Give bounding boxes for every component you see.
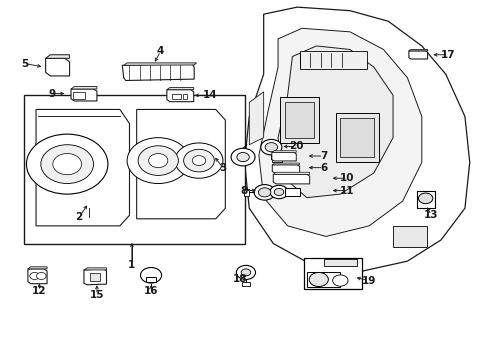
Bar xyxy=(183,94,187,99)
Circle shape xyxy=(236,265,255,279)
Polygon shape xyxy=(71,86,97,89)
Text: 2: 2 xyxy=(75,212,82,222)
Text: 16: 16 xyxy=(143,286,158,296)
Text: 9: 9 xyxy=(48,89,55,99)
Polygon shape xyxy=(28,267,47,269)
Polygon shape xyxy=(166,90,193,102)
Circle shape xyxy=(264,143,277,152)
Circle shape xyxy=(53,153,81,175)
Circle shape xyxy=(418,193,432,204)
Polygon shape xyxy=(84,269,106,285)
Polygon shape xyxy=(45,55,69,58)
Text: 15: 15 xyxy=(89,290,104,300)
Text: 11: 11 xyxy=(340,186,354,195)
Polygon shape xyxy=(137,109,225,219)
Bar xyxy=(272,157,281,162)
Circle shape xyxy=(183,149,214,172)
Text: 6: 6 xyxy=(319,163,326,173)
Circle shape xyxy=(41,145,93,184)
Polygon shape xyxy=(123,63,196,66)
Polygon shape xyxy=(271,153,296,161)
Text: 20: 20 xyxy=(288,141,303,152)
Polygon shape xyxy=(273,174,309,184)
Circle shape xyxy=(148,153,167,168)
Text: 18: 18 xyxy=(232,274,246,284)
Bar xyxy=(172,94,181,99)
Circle shape xyxy=(332,275,347,286)
Circle shape xyxy=(241,269,250,276)
Bar xyxy=(24,95,244,243)
Circle shape xyxy=(269,185,287,199)
Text: 10: 10 xyxy=(340,173,354,183)
Polygon shape xyxy=(244,7,469,272)
Bar xyxy=(284,188,300,196)
Polygon shape xyxy=(45,58,69,76)
Circle shape xyxy=(127,138,189,184)
Circle shape xyxy=(175,143,223,178)
Polygon shape xyxy=(273,172,309,174)
Bar xyxy=(340,118,373,157)
Circle shape xyxy=(26,134,108,194)
Polygon shape xyxy=(408,49,427,51)
Bar xyxy=(304,258,361,289)
Bar xyxy=(243,189,249,196)
Polygon shape xyxy=(408,51,427,59)
Circle shape xyxy=(37,273,46,279)
Bar xyxy=(306,273,340,287)
Text: 3: 3 xyxy=(219,163,226,173)
Circle shape xyxy=(231,148,255,166)
Circle shape xyxy=(138,146,178,175)
Circle shape xyxy=(274,189,283,195)
Bar xyxy=(335,113,378,162)
Bar xyxy=(392,226,426,247)
Polygon shape xyxy=(36,109,129,226)
Polygon shape xyxy=(258,28,421,237)
Polygon shape xyxy=(71,89,97,101)
Text: 19: 19 xyxy=(361,275,375,285)
Circle shape xyxy=(308,273,328,287)
Text: 12: 12 xyxy=(32,286,46,296)
Circle shape xyxy=(192,156,205,166)
Text: 17: 17 xyxy=(440,50,454,60)
Polygon shape xyxy=(272,163,299,165)
Text: 14: 14 xyxy=(202,90,217,100)
Circle shape xyxy=(140,267,161,283)
Bar xyxy=(299,51,366,69)
Text: 13: 13 xyxy=(423,210,438,220)
Text: 7: 7 xyxy=(319,151,326,161)
Polygon shape xyxy=(122,64,194,81)
Bar xyxy=(242,282,249,286)
Polygon shape xyxy=(84,268,106,270)
Bar xyxy=(89,274,100,280)
Polygon shape xyxy=(249,92,263,145)
Text: 8: 8 xyxy=(241,186,247,195)
Polygon shape xyxy=(166,87,193,90)
Bar xyxy=(280,97,318,143)
Polygon shape xyxy=(271,151,296,153)
Bar xyxy=(145,277,156,282)
Text: 4: 4 xyxy=(157,46,164,56)
Polygon shape xyxy=(278,46,392,198)
Bar xyxy=(323,259,356,266)
Bar xyxy=(285,102,313,138)
Circle shape xyxy=(258,188,270,197)
Circle shape xyxy=(30,273,40,279)
Text: 1: 1 xyxy=(128,260,135,270)
Polygon shape xyxy=(28,269,47,284)
Bar xyxy=(416,190,434,208)
Bar xyxy=(73,92,85,99)
Text: 5: 5 xyxy=(21,59,29,68)
Circle shape xyxy=(254,185,275,200)
Polygon shape xyxy=(272,165,299,173)
Circle shape xyxy=(236,153,249,162)
Circle shape xyxy=(260,139,281,155)
